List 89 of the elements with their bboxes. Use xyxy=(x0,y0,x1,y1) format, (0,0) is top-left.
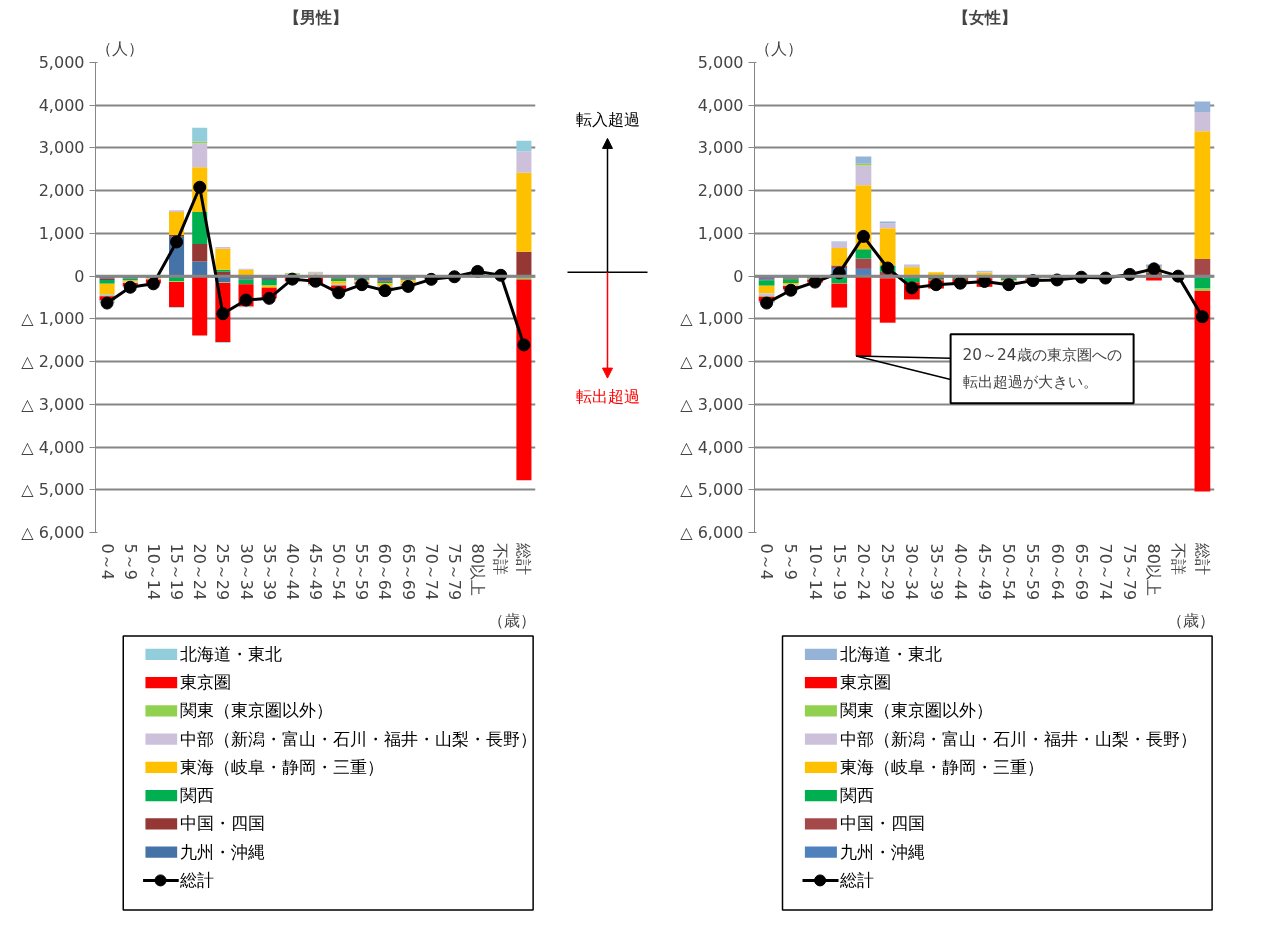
y-tick-label: 3,000 xyxy=(697,138,744,158)
x-tick-label: 35～39 xyxy=(259,543,279,601)
y-axis-title: （人） xyxy=(754,38,803,58)
legend-label: 総計 xyxy=(839,870,875,890)
legend-label: 北海道・東北 xyxy=(840,644,943,664)
legend-label: 中国・四国 xyxy=(840,814,926,834)
x-tick-label: 75～79 xyxy=(444,543,464,601)
y-tick-label: △ 3,000 xyxy=(21,394,85,414)
x-tick-label: 10～14 xyxy=(805,543,825,601)
y-tick-label: 2,000 xyxy=(697,181,744,201)
legend-label: 九州・沖縄 xyxy=(180,842,266,862)
legend-label: 関西 xyxy=(180,786,215,806)
x-tick-label: 総計 xyxy=(1192,542,1212,576)
y-tick-label: △ 1,000 xyxy=(680,309,744,329)
x-tick-label: 70～74 xyxy=(421,543,441,601)
annotation: 20～24歳の東京圏への転出超過が大きい。 xyxy=(962,346,1122,392)
x-tick-label: 15～19 xyxy=(829,543,849,601)
y-tick-label: 1,000 xyxy=(38,223,85,243)
text: 転入超過 xyxy=(575,110,640,130)
y-tick-label: △ 2,000 xyxy=(21,352,85,372)
x-tick-label: 65～69 xyxy=(1071,543,1091,601)
x-tick-label: 10～14 xyxy=(143,543,163,601)
legend-label: 総計 xyxy=(179,870,215,890)
x-tick-label: 40～44 xyxy=(282,543,302,601)
x-tick-label: 20～24 xyxy=(190,543,210,601)
x-tick-label: 40～44 xyxy=(950,543,970,601)
x-tick-label: 45～49 xyxy=(975,543,994,601)
x-tick-label: 25～29 xyxy=(878,543,898,601)
x-tick-label: 50～54 xyxy=(329,543,349,601)
x-tick-label: 0～4 xyxy=(757,543,777,580)
x-tick-label: 不詳 xyxy=(491,543,511,576)
y-tick-label: △ 4,000 xyxy=(680,437,744,457)
y-tick-label: 5,000 xyxy=(38,53,85,72)
x-tick-label: 55～59 xyxy=(352,543,372,601)
y-tick-label: 4,000 xyxy=(697,95,744,115)
y-tick-label: △ 5,000 xyxy=(21,480,85,500)
y-tick-label: △ 1,000 xyxy=(21,309,85,329)
legend-label: 東京圏 xyxy=(840,673,892,693)
x-tick-label: 25～29 xyxy=(213,543,233,601)
chart-title: 【女性】 xyxy=(952,7,1017,27)
x-tick-label: 30～34 xyxy=(236,543,256,601)
text: 転出超過 xyxy=(575,387,640,407)
chart-title: 【男性】 xyxy=(283,7,348,27)
y-tick-label: 2,000 xyxy=(38,181,85,201)
x-tick-label: 5～9 xyxy=(120,543,140,580)
x-tick-label: 30～34 xyxy=(902,543,922,601)
x-axis-title: （歳） xyxy=(487,610,536,630)
y-tick-label: 1,000 xyxy=(697,223,744,243)
x-tick-label: 不詳 xyxy=(1168,543,1188,576)
y-axis-title: （人） xyxy=(95,38,144,58)
x-axis-title: （歳） xyxy=(1166,610,1215,630)
x-tick-label: 45～49 xyxy=(306,543,325,601)
y-tick-label: 0 xyxy=(74,266,85,286)
legend-label: 東海（岐阜・静岡・三重） xyxy=(840,757,1045,777)
legend-label: 関西 xyxy=(840,786,875,806)
y-tick-label: 5,000 xyxy=(697,53,744,72)
y-tick-label: △ 2,000 xyxy=(680,352,744,372)
y-tick-label: △ 3,000 xyxy=(680,394,744,414)
legend-label: 関東（東京圏以外） xyxy=(180,701,334,721)
x-tick-label: 60～64 xyxy=(1047,543,1067,601)
legend-label: 中国・四国 xyxy=(180,814,266,834)
x-tick-label: 55～59 xyxy=(1023,543,1043,601)
legend-label: 東京圏 xyxy=(180,673,232,693)
x-tick-label: 35～39 xyxy=(926,543,946,601)
x-tick-label: 15～19 xyxy=(167,543,187,601)
x-tick-label: 50～54 xyxy=(999,543,1019,601)
legend-label: 中部（新潟・富山・石川・福井・山梨・長野） xyxy=(180,729,538,749)
x-tick-label: 80以上 xyxy=(468,543,488,596)
y-tick-label: △ 4,000 xyxy=(21,437,85,457)
x-tick-label: 80以上 xyxy=(1144,543,1164,596)
y-tick-label: 0 xyxy=(733,266,744,286)
legend-label: 九州・沖縄 xyxy=(840,842,926,862)
y-tick-label: 4,000 xyxy=(38,95,85,115)
legend-label: 北海道・東北 xyxy=(180,644,283,664)
y-tick-label: △ 6,000 xyxy=(21,523,85,542)
legend-label: 関東（東京圏以外） xyxy=(840,701,994,721)
x-tick-label: 総計 xyxy=(514,542,534,576)
x-tick-label: 60～64 xyxy=(375,543,395,601)
legend-label: 中部（新潟・富山・石川・福井・山梨・長野） xyxy=(840,729,1198,749)
legend-label: 東海（岐阜・静岡・三重） xyxy=(180,757,385,777)
x-tick-label: 0～4 xyxy=(97,543,117,580)
y-tick-label: 3,000 xyxy=(38,138,85,158)
x-tick-label: 65～69 xyxy=(398,543,418,601)
y-tick-label: △ 6,000 xyxy=(680,523,744,542)
x-tick-label: 20～24 xyxy=(853,543,873,601)
y-tick-label: △ 5,000 xyxy=(680,480,744,500)
x-tick-label: 70～74 xyxy=(1096,543,1116,601)
x-tick-label: 5～9 xyxy=(781,543,801,580)
x-tick-label: 75～79 xyxy=(1120,543,1140,601)
